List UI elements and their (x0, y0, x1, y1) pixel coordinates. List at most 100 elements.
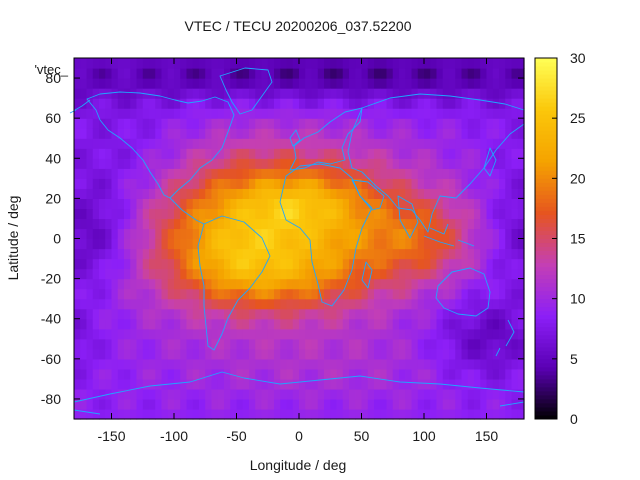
heatmap-cell (399, 288, 406, 300)
heatmap-cell (186, 68, 194, 79)
heatmap-cell (467, 238, 475, 250)
heatmap-cell (124, 238, 131, 250)
heatmap-cell (255, 188, 263, 199)
heatmap-cell (411, 78, 419, 89)
heatmap-cell (292, 148, 300, 159)
heatmap-cell (117, 398, 125, 410)
heatmap-cell (449, 328, 456, 340)
heatmap-cell (261, 408, 269, 420)
heatmap-cell (149, 188, 156, 199)
coastline-central-america (169, 197, 205, 225)
heatmap-cell (80, 358, 88, 370)
heatmap-cell (205, 68, 213, 79)
heatmap-cell (317, 388, 325, 400)
heatmap-cell (417, 208, 425, 220)
heatmap-cell (142, 128, 150, 139)
heatmap-cell (274, 198, 281, 210)
heatmap-cell (117, 238, 125, 250)
heatmap-cell (242, 348, 250, 360)
heatmap-cell (286, 268, 294, 280)
heatmap-cell (199, 198, 206, 210)
heatmap-cell (280, 278, 288, 290)
heatmap-cell (455, 68, 463, 79)
heatmap-cell (480, 188, 488, 199)
heatmap-cell (467, 378, 475, 390)
heatmap-cell (367, 148, 375, 159)
heatmap-cell (449, 348, 456, 360)
heatmap-cell (267, 218, 275, 230)
heatmap-cell (517, 158, 525, 169)
heatmap-cell (399, 258, 406, 270)
heatmap-cell (367, 208, 375, 220)
heatmap-cell (105, 318, 113, 330)
heatmap-cell (224, 318, 231, 330)
heatmap-cell (161, 298, 169, 310)
heatmap-cell (186, 388, 194, 400)
heatmap-cell (417, 308, 425, 320)
heatmap-cell (349, 198, 356, 210)
heatmap-cell (149, 318, 156, 330)
heatmap-cell (292, 278, 300, 290)
heatmap-cell (492, 118, 500, 129)
heatmap-cell (180, 288, 188, 300)
heatmap-cell (517, 278, 525, 290)
heatmap-cell (199, 328, 206, 340)
heatmap-cell (417, 368, 425, 380)
heatmap-cell (392, 328, 400, 340)
heatmap-cell (255, 348, 263, 360)
heatmap-cell (274, 228, 281, 240)
heatmap-cell (442, 338, 450, 350)
heatmap-cell (474, 258, 481, 270)
heatmap-cell (180, 268, 188, 280)
heatmap-cell (305, 228, 313, 240)
heatmap-cell (174, 68, 181, 79)
heatmap-cell (330, 308, 338, 320)
heatmap-cell (411, 168, 419, 179)
heatmap-cell (80, 208, 88, 220)
heatmap-cell (474, 68, 481, 79)
heatmap-cell (467, 168, 475, 179)
heatmap-cell (117, 58, 125, 69)
heatmap-cell (492, 328, 500, 340)
heatmap-cell (280, 108, 288, 119)
heatmap-cell (167, 148, 175, 159)
heatmap-cell (517, 358, 525, 370)
heatmap-cell (230, 68, 238, 79)
heatmap-cell (261, 58, 269, 69)
heatmap-cell (411, 408, 419, 420)
heatmap-cell (342, 208, 350, 220)
heatmap-cell (380, 78, 388, 89)
heatmap-cell (311, 318, 319, 330)
heatmap-cell (199, 308, 206, 320)
heatmap-cell (342, 298, 350, 310)
x-tick-label: 0 (295, 428, 303, 444)
colorbar-swatch (535, 398, 557, 404)
heatmap-cell (242, 198, 250, 210)
heatmap-cell (311, 358, 319, 370)
heatmap-cell (205, 338, 213, 350)
heatmap-cell (105, 98, 113, 109)
heatmap-cell (486, 208, 494, 220)
heatmap-cell (392, 138, 400, 149)
heatmap-cell (130, 128, 138, 139)
heatmap-cell (236, 338, 244, 350)
heatmap-cell (480, 258, 488, 270)
heatmap-cell (242, 168, 250, 179)
heatmap-cell (92, 118, 100, 129)
heatmap-cell (442, 318, 450, 330)
heatmap-cell (292, 258, 300, 270)
coastline-europe (289, 107, 363, 171)
heatmap-cell (80, 278, 88, 290)
heatmap-cell (167, 198, 175, 210)
x-tick-label: -150 (97, 428, 125, 444)
heatmap-cell (274, 398, 281, 410)
heatmap-cell (111, 378, 119, 390)
heatmap-cell (330, 238, 338, 250)
heatmap-cell (74, 88, 81, 99)
heatmap-cell (136, 208, 144, 220)
heatmap-cell (292, 268, 300, 280)
heatmap-cell (455, 278, 463, 290)
heatmap-cell (499, 308, 506, 320)
heatmap-cell (186, 368, 194, 380)
heatmap-cell (305, 238, 313, 250)
